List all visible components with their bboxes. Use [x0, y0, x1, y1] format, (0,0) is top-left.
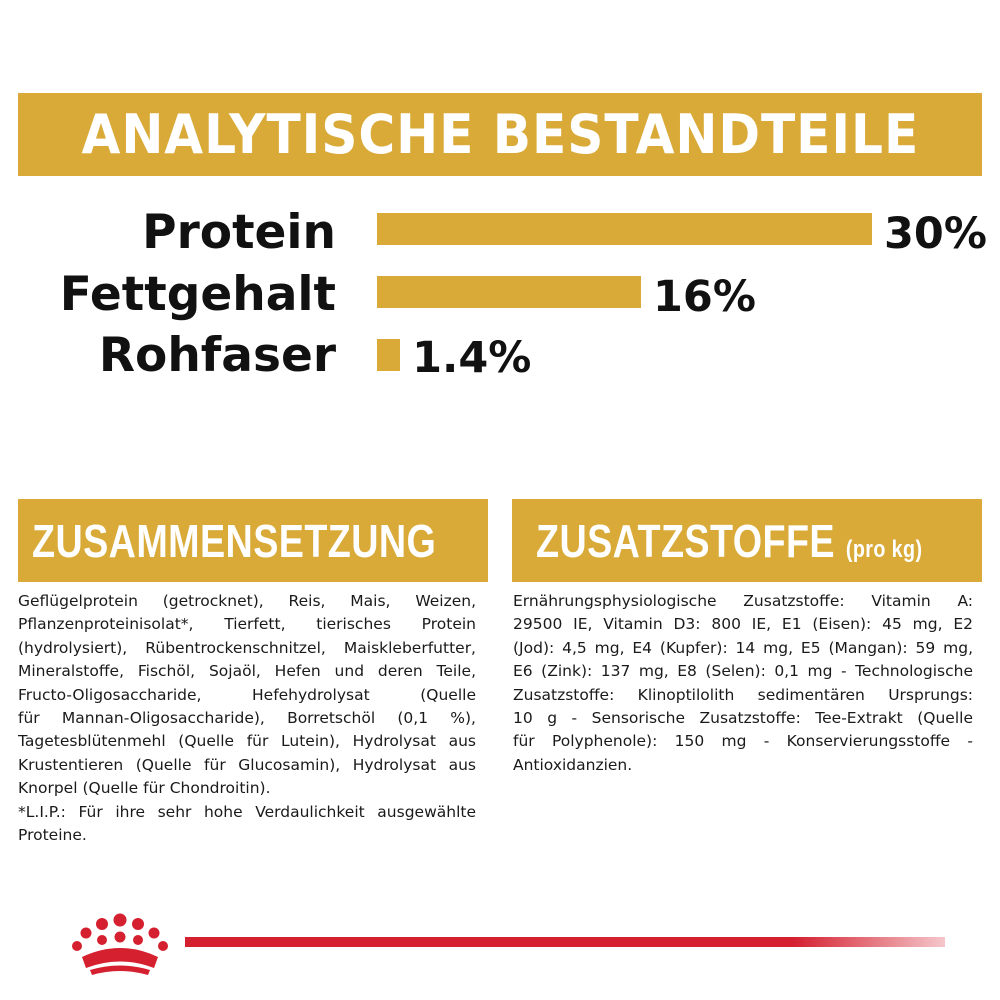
- additives-line: 29500 IE, Vitamin D3: 800 IE, E1 (Eisen)…: [513, 615, 973, 634]
- composition-line: Knorpel (Quelle für Chondroitin).: [18, 779, 271, 798]
- composition-line: Krustentieren (Quelle für Glucosamin), H…: [18, 755, 476, 774]
- additives-header: ZUSATZSTOFFE (pro kg): [512, 499, 982, 582]
- value-label-protein: 30%: [884, 209, 987, 259]
- additives-line: 10 g - Sensorische Zusatzstoffe: Tee-Ext…: [513, 709, 973, 728]
- category-label-rohfaser: Rohfaser: [98, 328, 336, 383]
- composition-line: *L.I.P.: Für ihre sehr hohe Verdaulichke…: [18, 802, 476, 821]
- composition-line: Mineralstoffe, Fischöl, Sojaöl, Hefen un…: [18, 662, 476, 681]
- brand-red-line: [185, 937, 945, 947]
- value-label-rohfaser: 1.4%: [412, 333, 532, 383]
- composition-line: (hydrolysiert), Rübentrockenschnitzel, M…: [18, 638, 476, 657]
- additives-line: (Jod): 4,5 mg, E4 (Kupfer): 14 mg, E5 (M…: [513, 638, 973, 657]
- composition-line: Tagetesblütenmehl (Quelle für Lutein), H…: [18, 732, 476, 751]
- crown-logo-icon: [72, 913, 168, 975]
- composition-line: Pflanzenproteinisolat*, Tierfett, tieris…: [18, 615, 476, 634]
- category-label-protein: Protein: [142, 205, 336, 260]
- bar-protein: [377, 213, 872, 245]
- bar-fettgehalt: [377, 276, 641, 308]
- additives-line: Antioxidanzien.: [513, 755, 633, 774]
- additives-line: für Polyphenole): 150 mg - Konservierung…: [513, 732, 973, 751]
- composition-title: ZUSAMMENSETZUNG: [32, 514, 437, 567]
- bar-rohfaser: [377, 339, 401, 371]
- composition-text: Geflügelprotein (getrocknet), Reis, Mais…: [18, 590, 476, 847]
- additives-line: Zusatzstoffe: Klinoptilolith sedimentäre…: [513, 685, 973, 704]
- composition-header: ZUSAMMENSETZUNG: [18, 499, 488, 582]
- additives-title-wrap: ZUSATZSTOFFE (pro kg): [536, 514, 922, 568]
- composition-line: für Mannan-Oligosaccharide), Borretschöl…: [18, 709, 476, 728]
- composition-line: Geflügelprotein (getrocknet), Reis, Mais…: [18, 592, 476, 610]
- additives-line: Ernährungsphysiologische Zusatzstoffe: V…: [513, 592, 973, 610]
- composition-line: Proteine.: [18, 826, 87, 845]
- banner-title: ANALYTISCHE BESTANDTEILE: [81, 103, 919, 166]
- value-label-fettgehalt: 16%: [653, 272, 756, 322]
- additives-text: Ernährungsphysiologische Zusatzstoffe: V…: [513, 590, 973, 777]
- category-label-fettgehalt: Fettgehalt: [59, 267, 336, 322]
- additives-unit: (pro kg): [845, 535, 923, 563]
- additives-line: E6 (Zink): 137 mg, E8 (Selen): 0,1 mg - …: [513, 662, 973, 681]
- analysis-banner: ANALYTISCHE BESTANDTEILE: [18, 93, 982, 176]
- additives-title: ZUSATZSTOFFE: [536, 514, 835, 567]
- composition-line: Fructo-Oligosaccharide, Hefehydrolysat (…: [18, 685, 476, 704]
